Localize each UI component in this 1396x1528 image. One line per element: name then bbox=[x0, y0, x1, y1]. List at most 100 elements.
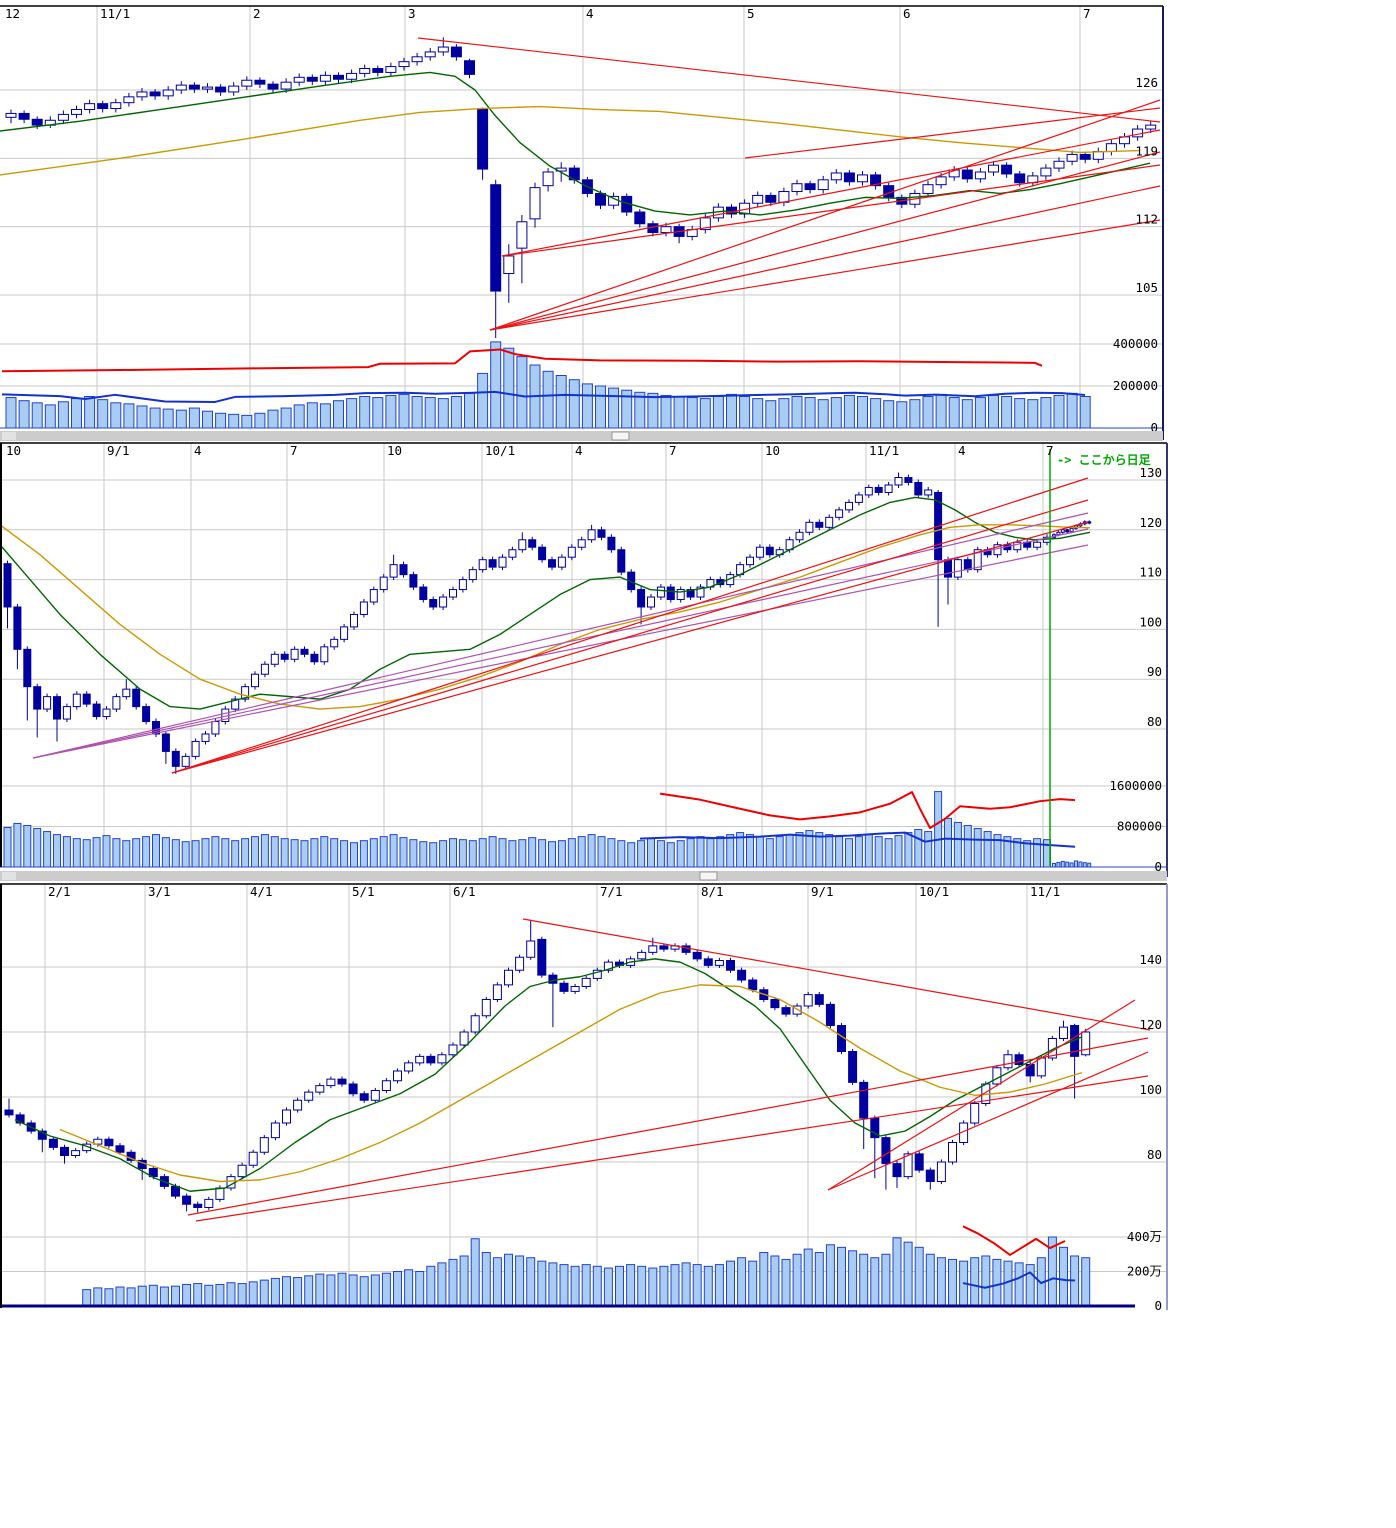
candle-down bbox=[925, 1169, 935, 1182]
candle-down bbox=[666, 586, 675, 601]
volume-bar bbox=[992, 1258, 1002, 1307]
candle-down bbox=[538, 546, 547, 561]
volume-bar bbox=[696, 836, 705, 868]
volume-bar bbox=[267, 409, 279, 429]
volume-bar bbox=[346, 398, 358, 429]
scrollbar-thumb[interactable] bbox=[611, 431, 630, 441]
volume-bar bbox=[881, 1253, 891, 1307]
volume-bar bbox=[72, 838, 81, 868]
volume-bar bbox=[490, 341, 502, 429]
volume-bar bbox=[320, 836, 329, 868]
candle-up bbox=[43, 696, 52, 710]
volume-axis-label: 0 bbox=[1150, 420, 1158, 435]
daily-timeframe-annotation: -> ここから日足 bbox=[1057, 453, 1151, 467]
candle-down bbox=[399, 564, 408, 576]
volume-bar bbox=[3, 827, 12, 868]
candle-down bbox=[104, 1138, 114, 1147]
volume-bar bbox=[755, 836, 764, 868]
candle-up bbox=[1059, 1026, 1068, 1039]
candle-up bbox=[903, 1153, 913, 1178]
volume-bar bbox=[1027, 399, 1039, 429]
volume-bar bbox=[159, 1286, 169, 1307]
volume-bar bbox=[603, 1267, 613, 1307]
x-axis-label: 5/1 bbox=[352, 884, 375, 899]
scrollbar-track[interactable] bbox=[0, 871, 1167, 881]
scrollbar-left-cap[interactable] bbox=[2, 872, 16, 880]
candle-up bbox=[211, 721, 220, 735]
volume-bar bbox=[43, 831, 52, 868]
price-axis-label: 119 bbox=[1135, 143, 1158, 158]
candle-up bbox=[404, 1062, 414, 1072]
volume-bar bbox=[92, 837, 101, 868]
candle-up bbox=[948, 1142, 957, 1163]
candle-up bbox=[398, 61, 410, 68]
x-axis-label: 2/1 bbox=[48, 884, 71, 899]
volume-bar bbox=[300, 840, 309, 868]
candle-down bbox=[703, 958, 713, 966]
volume-bar bbox=[1074, 860, 1078, 868]
candle-up bbox=[1033, 541, 1042, 548]
candle-down bbox=[914, 1153, 924, 1171]
candle-up bbox=[699, 217, 711, 231]
x-axis-label: 10 bbox=[387, 443, 402, 458]
scrollbar-thumb[interactable] bbox=[699, 871, 718, 881]
volume-bar bbox=[142, 836, 151, 868]
volume-bar bbox=[988, 394, 999, 429]
volume-ma-blue bbox=[1, 390, 1086, 403]
candle-down bbox=[419, 586, 428, 601]
volume-bar bbox=[781, 1258, 791, 1307]
volume-bar bbox=[449, 838, 457, 868]
volume-bar bbox=[221, 838, 230, 868]
volume-bar bbox=[464, 392, 475, 429]
candle-up bbox=[204, 1198, 214, 1208]
candle-down bbox=[254, 79, 266, 85]
candle-up bbox=[293, 1099, 303, 1111]
candle-down bbox=[48, 1138, 58, 1148]
scrollbar-left-cap[interactable] bbox=[2, 432, 16, 440]
volume-bar bbox=[1069, 862, 1074, 868]
volume-bar bbox=[470, 1238, 480, 1307]
x-axis-label: 3 bbox=[408, 6, 416, 21]
volume-bar bbox=[315, 1273, 325, 1307]
volume-ma-blue bbox=[962, 1271, 1076, 1289]
volume-bar bbox=[228, 413, 240, 429]
candle-up bbox=[280, 81, 292, 90]
volume-bar bbox=[542, 370, 554, 429]
x-axis-label: 4 bbox=[194, 443, 202, 458]
volume-bar bbox=[587, 834, 596, 868]
volume-bar bbox=[337, 1272, 347, 1307]
volume-bar bbox=[191, 840, 200, 868]
volume-bar bbox=[914, 829, 923, 868]
candle-up bbox=[508, 549, 517, 558]
volume-bar bbox=[666, 842, 675, 868]
candle-down bbox=[637, 589, 646, 608]
candle-up bbox=[830, 172, 842, 181]
candle-down bbox=[781, 1007, 791, 1015]
scrollbar-track[interactable] bbox=[0, 431, 1163, 441]
volume-bar bbox=[148, 1284, 158, 1307]
price-axis-label: 120 bbox=[1139, 1017, 1162, 1032]
volume-bar bbox=[864, 834, 873, 868]
volume-bar bbox=[136, 405, 148, 429]
candle-up bbox=[175, 84, 187, 91]
candle-up bbox=[72, 693, 81, 708]
volume-bar bbox=[870, 1257, 880, 1307]
x-axis-label: 5 bbox=[747, 6, 755, 21]
volume-bar bbox=[1025, 1264, 1035, 1307]
x-axis-label: 9/1 bbox=[811, 884, 834, 899]
candle-down bbox=[372, 68, 384, 73]
candle-down bbox=[132, 688, 141, 708]
candle-down bbox=[280, 653, 289, 660]
candle-up bbox=[953, 559, 962, 578]
volume-bar bbox=[389, 834, 398, 868]
volume-bar bbox=[637, 1265, 647, 1307]
volume-bar bbox=[953, 821, 962, 868]
volume-bar bbox=[411, 396, 423, 429]
x-axis-label: 10 bbox=[6, 443, 21, 458]
volume-bar bbox=[381, 1272, 391, 1307]
volume-bar bbox=[581, 1264, 591, 1307]
volume-bar bbox=[607, 838, 616, 868]
volume-bar bbox=[290, 839, 299, 868]
candle-down bbox=[892, 1163, 902, 1178]
volume-bar bbox=[752, 398, 764, 429]
